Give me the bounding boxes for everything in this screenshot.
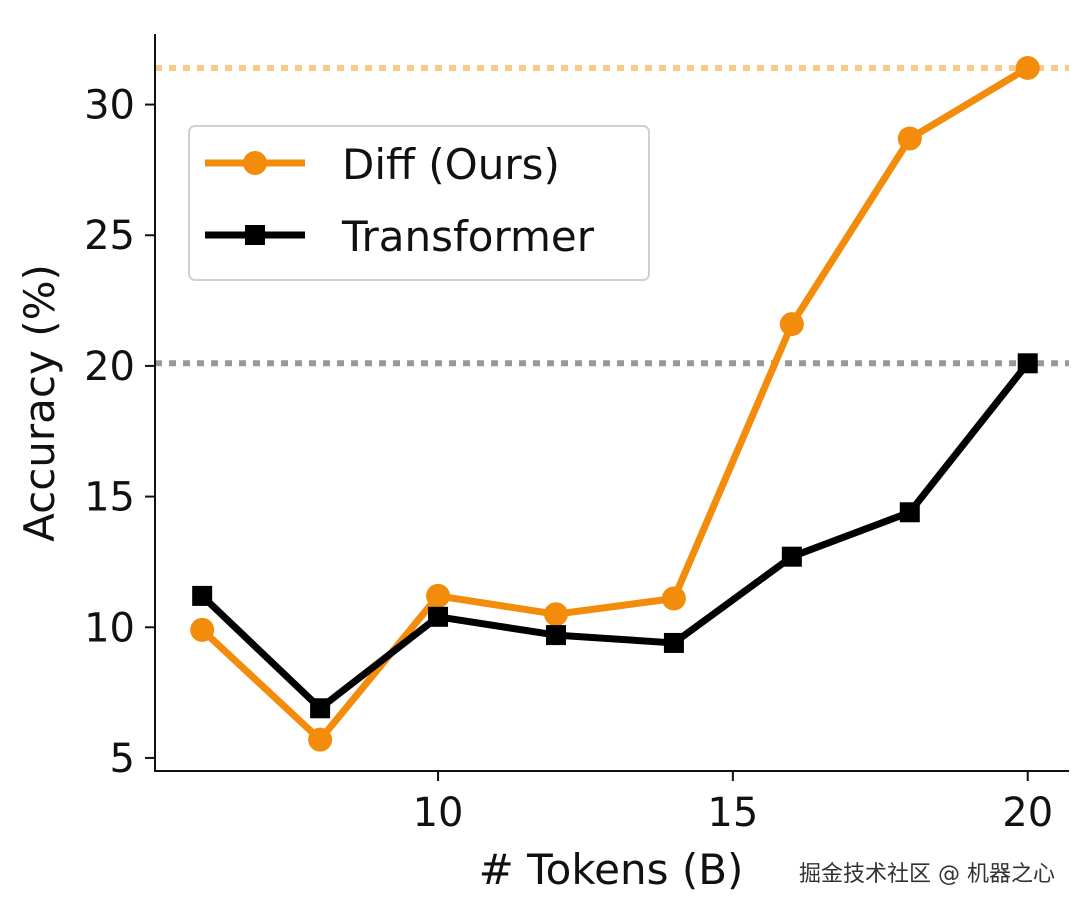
x-tick-label: 10	[413, 790, 464, 836]
data-point-diff-ours	[426, 583, 451, 608]
axes	[154, 34, 1069, 772]
y-tick-label: 30	[84, 83, 135, 129]
y-tick-label: 15	[84, 475, 135, 521]
data-point-transformer	[310, 698, 331, 719]
legend-label-diff: Diff (Ours)	[342, 140, 560, 189]
series-layer	[190, 55, 1040, 752]
data-point-diff-ours	[543, 602, 568, 627]
series-diff-ours	[190, 55, 1040, 752]
y-tick-label: 5	[110, 736, 135, 782]
legend-swatch-marker-transformer	[245, 225, 265, 245]
data-point-transformer	[545, 625, 566, 646]
data-point-diff-ours	[190, 617, 215, 642]
x-axis-label: # Tokens (B)	[479, 845, 744, 894]
data-point-diff-ours	[661, 586, 686, 611]
legend-swatch-marker-diff	[243, 151, 267, 175]
legend-label-transformer: Transformer	[341, 212, 595, 261]
data-point-diff-ours	[308, 727, 333, 752]
y-ticks: 5 10 15 20 25 30	[84, 83, 155, 782]
data-point-diff-ours	[779, 312, 804, 337]
x-tick-label: 15	[707, 790, 758, 836]
data-point-transformer	[192, 585, 213, 606]
y-tick-label: 25	[84, 213, 135, 259]
y-tick-label: 10	[84, 605, 135, 651]
x-tick-label: 20	[1002, 790, 1053, 836]
data-point-diff-ours	[1015, 55, 1040, 80]
data-point-transformer	[663, 632, 684, 653]
data-point-transformer	[899, 502, 920, 523]
data-point-transformer	[428, 606, 449, 627]
y-axis-label: Accuracy (%)	[15, 264, 64, 542]
data-point-diff-ours	[897, 126, 922, 151]
watermark: 掘金技术社区 @ 机器之心	[799, 862, 1055, 887]
legend: Diff (Ours) Transformer	[188, 125, 650, 281]
series-transformer	[192, 353, 1038, 719]
series-line-diff-ours	[198, 64, 1032, 744]
data-point-transformer	[781, 546, 802, 567]
reference-lines	[155, 64, 1069, 367]
y-tick-label: 20	[84, 344, 135, 390]
data-point-transformer	[1017, 353, 1038, 374]
series-line-transformer	[198, 359, 1032, 712]
x-ticks: 10 15 20	[413, 771, 1053, 836]
